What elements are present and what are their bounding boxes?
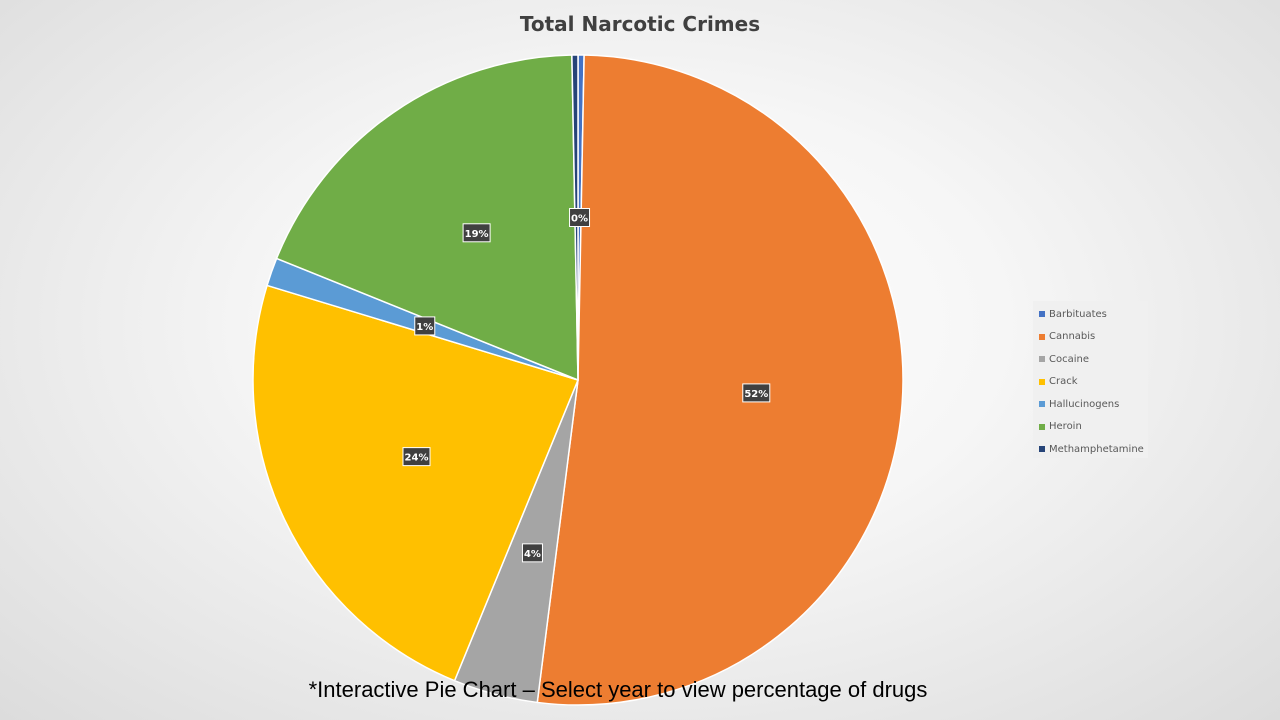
legend-item-cocaine[interactable]: Cocaine bbox=[1039, 348, 1148, 371]
pie-slice-cannabis[interactable] bbox=[536, 54, 904, 706]
legend-swatch bbox=[1039, 333, 1045, 340]
data-label-hallucinogens: 1% bbox=[414, 316, 436, 336]
legend-item-crack[interactable]: Crack bbox=[1039, 371, 1148, 394]
legend-item-hallucinogens[interactable]: Hallucinogens bbox=[1039, 393, 1148, 416]
legend-swatch bbox=[1039, 401, 1045, 408]
data-label-text: 52% bbox=[744, 389, 768, 400]
data-label-box bbox=[521, 543, 543, 563]
pie-data-labels: 0% 52% 4% 24% 1% 19% bbox=[402, 208, 771, 563]
data-label-box bbox=[462, 223, 491, 243]
data-label-text: 24% bbox=[405, 453, 429, 464]
legend-item-barbituates[interactable]: Barbituates bbox=[1039, 303, 1148, 326]
legend-label: Cannabis bbox=[1049, 331, 1096, 343]
data-label-cocaine: 4% bbox=[521, 543, 543, 563]
legend-item-methamphetamine[interactable]: Methamphetamine bbox=[1039, 438, 1148, 461]
legend-item-heroin[interactable]: Heroin bbox=[1039, 416, 1148, 439]
legend-label: Heroin bbox=[1049, 421, 1082, 433]
pie-slice-heroin[interactable] bbox=[275, 54, 579, 382]
legend-label: Methamphetamine bbox=[1049, 443, 1144, 455]
data-label-crack: 24% bbox=[402, 447, 431, 467]
legend-label: Crack bbox=[1049, 376, 1078, 388]
chart-title: Total Narcotic Crimes bbox=[519, 12, 761, 36]
pie-slices bbox=[252, 54, 904, 706]
legend-label: Cocaine bbox=[1049, 353, 1089, 365]
pie-slice-crack[interactable] bbox=[252, 284, 580, 682]
data-label-box bbox=[402, 447, 431, 467]
data-label-barbituates: 0% bbox=[569, 208, 591, 228]
legend-item-cannabis[interactable]: Cannabis bbox=[1039, 326, 1148, 349]
legend-label: Hallucinogens bbox=[1049, 398, 1120, 410]
legend-swatch bbox=[1039, 446, 1045, 453]
legend-swatch bbox=[1039, 423, 1045, 430]
legend-swatch bbox=[1039, 311, 1045, 318]
data-label-text: 0% bbox=[571, 214, 588, 225]
data-label-heroin: 19% bbox=[462, 223, 491, 243]
data-label-text: 4% bbox=[524, 549, 541, 560]
footnote-text: *Interactive Pie Chart – Select year to … bbox=[308, 677, 928, 702]
legend-swatch bbox=[1039, 356, 1045, 363]
chart-legend: Barbituates Cannabis Cocaine Crack Hallucino… bbox=[1033, 301, 1148, 458]
data-label-text: 1% bbox=[416, 322, 433, 333]
data-label-box bbox=[414, 316, 436, 336]
data-label-box bbox=[569, 208, 591, 228]
data-label-text: 19% bbox=[465, 229, 489, 240]
data-label-cannabis: 52% bbox=[742, 383, 771, 403]
legend-swatch bbox=[1039, 378, 1045, 385]
legend-label: Barbituates bbox=[1049, 308, 1107, 320]
data-label-box bbox=[742, 383, 771, 403]
